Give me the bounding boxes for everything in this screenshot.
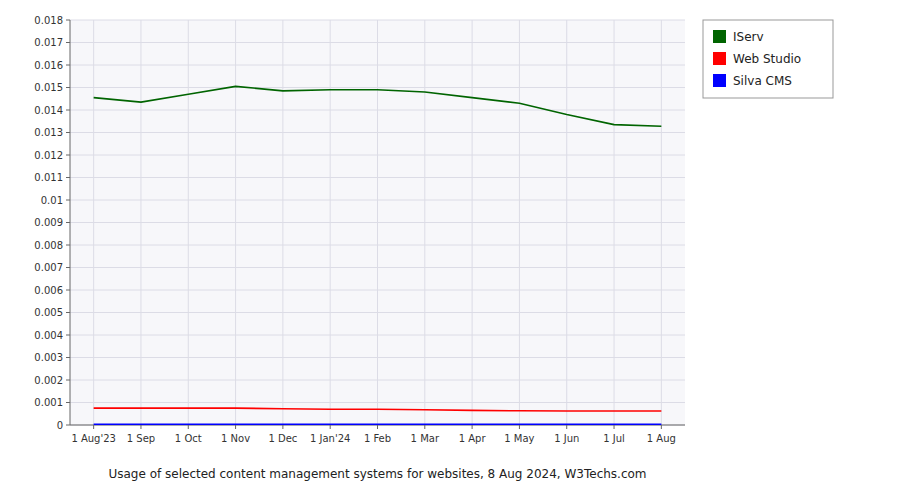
y-tick-label: 0.007 [34, 262, 63, 273]
grid-line [566, 20, 567, 425]
y-tick-label: 0.008 [34, 240, 63, 251]
y-tick-label: 0.015 [34, 82, 63, 93]
y-tick-label: 0.002 [34, 375, 63, 386]
x-tick-label: 1 Jan'24 [310, 433, 350, 444]
grid-line [519, 20, 520, 425]
y-axis-line [70, 20, 71, 425]
chart-title: Usage of selected content management sys… [108, 467, 646, 481]
tick-mark [66, 245, 70, 246]
tick-mark [235, 425, 236, 429]
tick-mark [66, 290, 70, 291]
legend: IServ Web Studio Silva CMS [703, 20, 833, 98]
grid-line [377, 20, 378, 425]
legend-label: Silva CMS [733, 74, 792, 88]
plot-area [70, 20, 685, 425]
y-tick-label: 0.003 [34, 352, 63, 363]
x-tick-label: 1 Dec [268, 433, 297, 444]
legend-label: IServ [733, 30, 764, 44]
tick-mark [66, 65, 70, 66]
tick-mark [472, 425, 473, 429]
x-tick-label: 1 Oct [175, 433, 202, 444]
tick-mark [377, 425, 378, 429]
series-group [94, 86, 662, 424]
x-tick-label: 1 Jul [603, 433, 625, 444]
grid-line [235, 20, 236, 425]
y-tick-label: 0.004 [34, 330, 63, 341]
y-tick-label: 0.016 [34, 60, 63, 71]
tick-mark [66, 110, 70, 111]
legend-swatch [713, 74, 726, 87]
tick-mark [66, 132, 70, 133]
series-line [94, 86, 662, 126]
grid-line [93, 20, 94, 425]
series-line [94, 408, 662, 411]
tick-mark [66, 222, 70, 223]
tick-mark [66, 87, 70, 88]
y-tick-label: 0.009 [34, 217, 63, 228]
y-tick-label: 0.017 [34, 37, 63, 48]
legend-label: Web Studio [733, 52, 801, 66]
tick-mark [282, 425, 283, 429]
series-line [94, 424, 662, 425]
tick-mark [66, 425, 70, 426]
tick-mark [66, 402, 70, 403]
legend-swatch [713, 30, 726, 43]
y-tick-label: 0.01 [41, 195, 63, 206]
y-tick-label: 0.012 [34, 150, 63, 161]
tick-mark [140, 425, 141, 429]
legend-swatch [713, 52, 726, 65]
grid-line [472, 20, 473, 425]
grid-line [330, 20, 331, 425]
tick-mark [330, 425, 331, 429]
tick-mark [566, 425, 567, 429]
x-axis-line [70, 425, 685, 426]
tick-mark [66, 312, 70, 313]
tick-mark [519, 425, 520, 429]
tick-mark [66, 380, 70, 381]
grid-line [140, 20, 141, 425]
x-tick-label: 1 Jun [554, 433, 579, 444]
grid-line [70, 425, 685, 426]
chart: 0 0.001 0.002 0.003 0.004 0.005 0.006 0.007 0.00… [0, 0, 900, 500]
x-tick-label: 1 Nov [221, 433, 250, 444]
tick-mark [66, 267, 70, 268]
y-tick-label: 0.013 [34, 127, 63, 138]
grid-line [282, 20, 283, 425]
y-tick-label: 0.005 [34, 307, 63, 318]
grid-line [188, 20, 189, 425]
x-tick-label: 1 May [504, 433, 534, 444]
tick-mark [188, 425, 189, 429]
tick-mark [66, 177, 70, 178]
tick-mark [66, 155, 70, 156]
tick-mark [93, 425, 94, 429]
y-tick-label: 0 [57, 420, 63, 431]
legend-frame [703, 20, 833, 98]
x-tick-label: 1 Aug [647, 433, 676, 444]
grid-line [661, 20, 662, 425]
axes: 0 0.001 0.002 0.003 0.004 0.005 0.006 0.007 0.00… [34, 15, 685, 445]
grid-line [614, 20, 615, 425]
x-tick-label: 1 Apr [459, 433, 487, 444]
tick-mark [424, 425, 425, 429]
x-tick-label: 1 Mar [411, 433, 440, 444]
x-tick-label: 1 Feb [364, 433, 391, 444]
tick-mark [66, 20, 70, 21]
y-tick-label: 0.014 [34, 105, 63, 116]
tick-mark [614, 425, 615, 429]
y-tick-label: 0.001 [34, 397, 63, 408]
y-tick-label: 0.018 [34, 15, 63, 26]
tick-mark [66, 357, 70, 358]
y-tick-label: 0.011 [34, 172, 63, 183]
tick-mark [66, 42, 70, 43]
tick-mark [66, 335, 70, 336]
x-tick-label: 1 Sep [127, 433, 155, 444]
y-tick-label: 0.006 [34, 285, 63, 296]
grid-line [424, 20, 425, 425]
tick-mark [66, 200, 70, 201]
tick-mark [661, 425, 662, 429]
x-tick-label: 1 Aug'23 [71, 433, 116, 444]
